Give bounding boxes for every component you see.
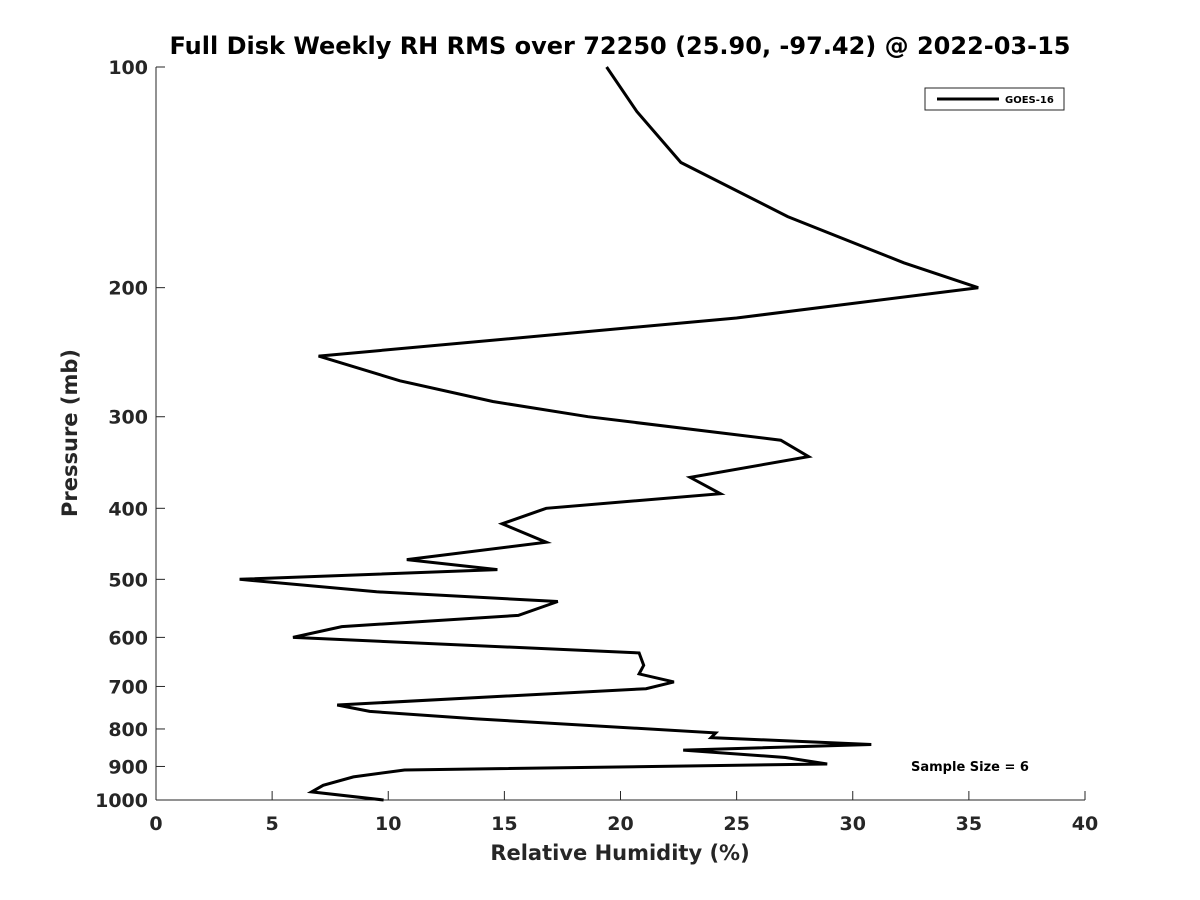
x-tick-label: 40 [1072, 813, 1098, 835]
x-axis-ticks: 0 5 10 15 20 25 30 35 40 [149, 791, 1098, 835]
y-tick-label: 300 [108, 407, 148, 429]
x-tick-label: 5 [266, 813, 279, 835]
sample-size-annotation: Sample Size = 6 [911, 760, 1029, 775]
y-tick-label: 900 [108, 756, 148, 778]
y-tick-label: 800 [108, 719, 148, 741]
x-tick-label: 30 [840, 813, 866, 835]
series-layer [239, 66, 979, 802]
x-axis-label: Relative Humidity (%) [490, 841, 749, 865]
x-tick-label: 10 [375, 813, 401, 835]
legend: GOES-16 [924, 87, 1065, 111]
legend-label-goes-16: GOES-16 [1005, 95, 1054, 106]
y-tick-label: 400 [108, 498, 148, 520]
x-tick-label: 35 [956, 813, 982, 835]
y-tick-label: 500 [108, 569, 148, 591]
y-axis-ticks: 100 200 300 400 500 600 700 800 900 1000 [95, 57, 165, 812]
plot-area [156, 67, 1085, 800]
y-tick-label: 1000 [95, 790, 148, 812]
y-tick-label: 600 [108, 627, 148, 649]
y-axis-label: Pressure (mb) [58, 349, 82, 517]
x-tick-label: 0 [149, 813, 162, 835]
y-tick-label: 200 [108, 278, 148, 300]
x-tick-label: 20 [607, 813, 633, 835]
y-tick-label: 100 [108, 57, 148, 79]
x-tick-label: 25 [723, 813, 749, 835]
y-tick-label: 700 [108, 676, 148, 698]
chart-title: Full Disk Weekly RH RMS over 72250 (25.9… [169, 32, 1070, 60]
series-line-goes-16 [239, 66, 979, 802]
x-tick-label: 15 [491, 813, 517, 835]
